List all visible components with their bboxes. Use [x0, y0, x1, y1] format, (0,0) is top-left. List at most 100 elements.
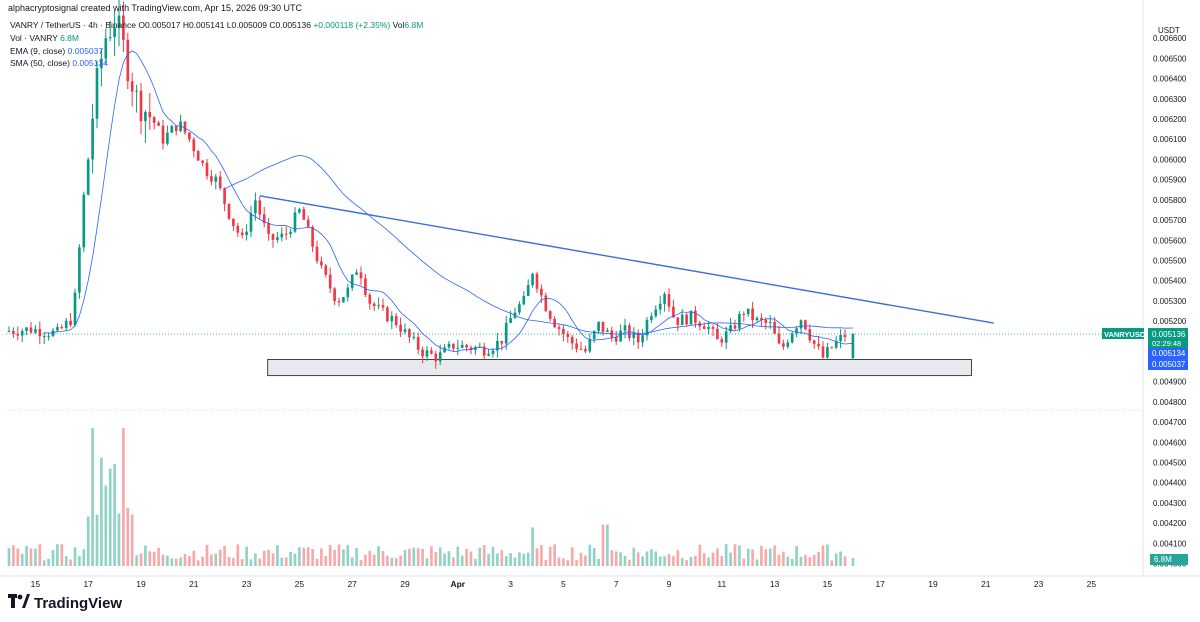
- volume-bar: [434, 552, 438, 566]
- candle-body: [298, 209, 301, 213]
- volume-bar: [122, 428, 125, 566]
- candle-body: [214, 176, 218, 182]
- candle-body: [262, 214, 266, 224]
- candle-body: [232, 218, 235, 226]
- time-tick-label: 23: [242, 579, 252, 589]
- volume-bar: [223, 546, 226, 566]
- candle-body: [843, 334, 847, 338]
- candle-body: [804, 320, 807, 330]
- candle-body: [531, 273, 534, 286]
- legend-row-volume[interactable]: Vol · VANRY 6.8M: [10, 32, 423, 45]
- volume-bar: [843, 556, 847, 566]
- volume-bar: [540, 545, 543, 566]
- volume-bar: [702, 553, 706, 566]
- candle-body: [333, 288, 336, 302]
- candle-body: [240, 232, 244, 236]
- candle-body: [755, 317, 759, 321]
- volume-bar: [108, 468, 112, 566]
- price-tick-label: 0.006200: [1153, 115, 1187, 124]
- candle-body: [276, 237, 279, 240]
- candle-body: [720, 339, 724, 343]
- candle-body: [16, 333, 20, 336]
- candle-body: [368, 294, 372, 304]
- volume-bar: [408, 548, 411, 566]
- legend-row-price[interactable]: VANRY / TetherUS · 4h · Binance O0.00501…: [10, 19, 423, 32]
- volume-bar: [443, 553, 446, 566]
- volume-bar: [531, 527, 534, 566]
- ema-9-line: [44, 50, 853, 352]
- volume-bar: [430, 546, 433, 566]
- legend-ema-label: EMA (9, close): [10, 45, 66, 56]
- volume-bar: [504, 556, 508, 566]
- volume-bar: [315, 558, 319, 566]
- candle-body: [218, 176, 222, 189]
- volume-bar: [267, 549, 270, 566]
- candle-body: [60, 327, 64, 329]
- candle-body: [672, 306, 675, 318]
- volume-bar: [830, 560, 834, 566]
- candle-body: [47, 335, 50, 337]
- volume-bar: [166, 555, 169, 566]
- candle-body: [689, 310, 693, 325]
- volume-bar: [839, 551, 842, 566]
- volume-bar: [126, 507, 130, 566]
- candle-body: [328, 274, 332, 289]
- volume-bar: [535, 548, 539, 566]
- volume-bar: [227, 556, 231, 566]
- volume-bar: [174, 558, 178, 566]
- candle-body: [548, 311, 552, 319]
- legend-row-ema[interactable]: EMA (9, close) 0.005037: [10, 45, 423, 58]
- volume-bar: [509, 553, 512, 566]
- volume-bar: [724, 544, 728, 566]
- support-zone: [267, 359, 972, 377]
- time-tick-label: 19: [136, 579, 146, 589]
- candle-body: [416, 337, 420, 350]
- candle-body: [157, 122, 160, 126]
- volume-bar: [293, 553, 297, 566]
- volume-bar: [355, 547, 358, 566]
- time-tick-label: 15: [823, 579, 833, 589]
- volume-bar: [672, 556, 675, 566]
- candle-body: [267, 223, 270, 235]
- volume-bar: [104, 485, 108, 566]
- sma-tag: 0.005134: [1152, 349, 1186, 358]
- volume-bar: [210, 554, 213, 566]
- volume-bar: [799, 556, 803, 566]
- price-tick-label: 0.005400: [1153, 277, 1187, 286]
- candle-body: [645, 319, 649, 336]
- volume-bar: [12, 545, 15, 566]
- volume-bar: [614, 551, 618, 566]
- candle-body: [100, 58, 103, 69]
- price-tick-label: 0.005700: [1153, 216, 1187, 225]
- candle-body: [557, 327, 561, 329]
- price-tick-label: 0.004700: [1153, 418, 1187, 427]
- candle-body: [795, 328, 798, 334]
- price-tick-label: 0.004900: [1153, 378, 1187, 387]
- volume-bar: [289, 552, 292, 566]
- volume-bar: [201, 556, 204, 566]
- candle-body: [777, 333, 781, 344]
- volume-bar: [817, 551, 820, 566]
- candle-body: [460, 345, 464, 348]
- volume-bar: [452, 557, 455, 566]
- volume-bar: [474, 558, 477, 566]
- candle-body: [337, 301, 341, 303]
- candle-body: [851, 334, 855, 359]
- candle-body: [562, 328, 565, 334]
- candle-body: [790, 333, 794, 343]
- candle-body: [284, 233, 288, 235]
- candle-body: [249, 213, 253, 232]
- candle-body: [522, 296, 526, 305]
- volume-bar: [280, 557, 284, 566]
- tradingview-logo[interactable]: TradingView: [8, 594, 122, 613]
- volume-bar: [575, 560, 578, 566]
- volume-bar: [760, 545, 763, 566]
- legend-row-sma[interactable]: SMA (50, close) 0.005134: [10, 57, 423, 70]
- price-tick-label: 0.005300: [1153, 297, 1187, 306]
- volume-bar: [359, 560, 363, 566]
- candle-body: [236, 225, 240, 233]
- candle-body: [711, 327, 715, 329]
- time-tick-label: 3: [508, 579, 513, 589]
- legend-open: O0.005017: [138, 20, 181, 30]
